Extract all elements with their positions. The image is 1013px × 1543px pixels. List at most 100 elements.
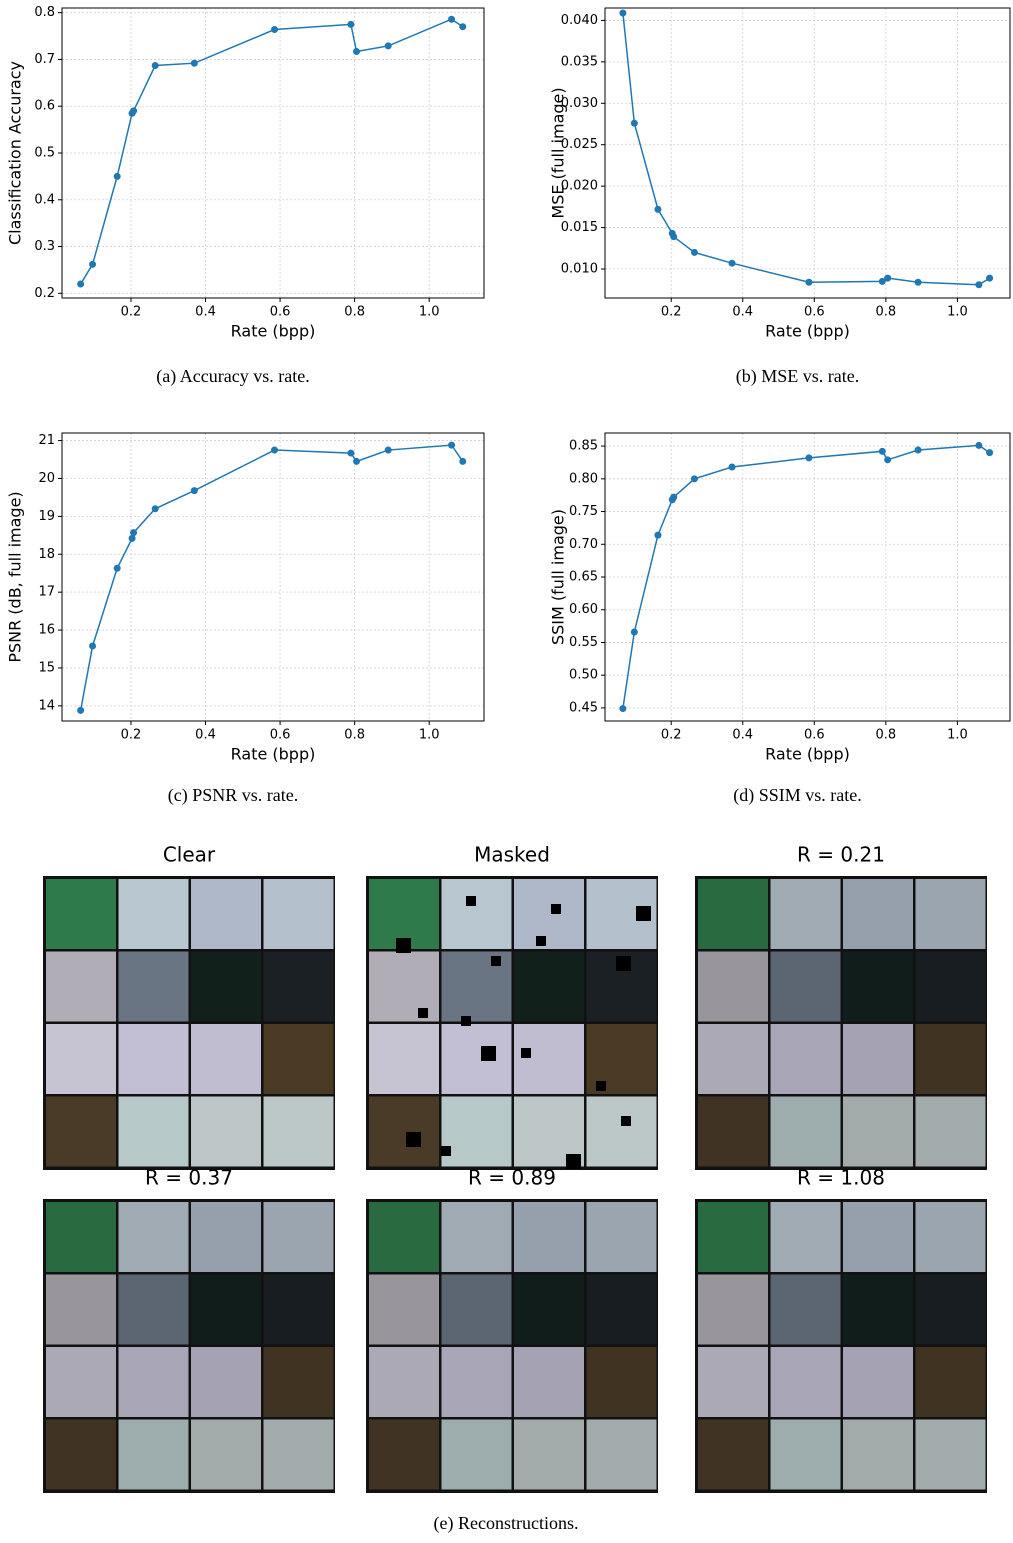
image-cell (586, 1347, 657, 1417)
x-tick-label: 0.2 (121, 305, 142, 320)
image-cell (698, 1419, 768, 1490)
caption: (c) PSNR vs. rate. (168, 785, 298, 806)
data-point (128, 534, 136, 542)
x-axis-label: Rate (bpp) (231, 745, 316, 764)
panel-title: R = 0.21 (797, 843, 885, 867)
image-cell (514, 879, 584, 949)
data-point (459, 23, 467, 31)
y-tick-label: 0.55 (569, 635, 598, 650)
data-point (384, 42, 392, 50)
image-cell (191, 1274, 261, 1345)
x-tick-label: 1.0 (419, 728, 440, 743)
x-tick-label: 0.4 (732, 305, 753, 320)
image-cell (698, 951, 768, 1022)
mask-square (536, 936, 546, 946)
image-cell (441, 1096, 512, 1167)
y-tick-label: 18 (38, 547, 55, 562)
image-cell (915, 1096, 986, 1167)
image-cell (118, 1347, 189, 1417)
data-point (619, 9, 627, 17)
image-cell (369, 1347, 439, 1417)
panel-title: Masked (474, 843, 550, 867)
mask-square (481, 1046, 496, 1061)
image-cell (118, 951, 189, 1022)
caption: (b) MSE vs. rate. (736, 366, 859, 387)
image-cell (369, 1024, 439, 1094)
image-cell (191, 1347, 261, 1417)
image-cell (118, 1096, 189, 1167)
data-point (448, 15, 456, 23)
axes-frame (61, 432, 485, 722)
y-axis-label: SSIM (full image) (549, 509, 568, 645)
y-tick-label: 0.3 (34, 239, 55, 254)
image-cell (843, 879, 913, 949)
image-cell (586, 1096, 657, 1167)
data-point (270, 446, 278, 454)
x-tick-label: 0.4 (195, 305, 216, 320)
image-cell (514, 1202, 584, 1272)
data-point (805, 454, 813, 462)
image-cell (118, 1419, 189, 1490)
y-tick-label: 0.70 (569, 537, 598, 552)
mask-square (521, 1048, 531, 1058)
x-tick-label: 1.0 (419, 305, 440, 320)
mask-square (636, 906, 651, 921)
data-point (89, 260, 97, 268)
data-point (77, 706, 85, 714)
image-cell (441, 1202, 512, 1272)
data-point (728, 463, 736, 471)
image-cell (118, 879, 189, 949)
image-cell (843, 1347, 913, 1417)
image-cell (441, 1024, 512, 1094)
y-tick-label: 0.7 (34, 52, 55, 67)
image-cell (191, 1202, 261, 1272)
panel-title: R = 0.37 (145, 1166, 233, 1190)
y-tick-label: 0.85 (569, 439, 598, 454)
data-point (130, 107, 138, 115)
y-tick-label: 20 (38, 471, 55, 486)
image-cell (118, 1274, 189, 1345)
data-point (805, 278, 813, 286)
mask-square (418, 1008, 428, 1018)
image-cell (191, 951, 261, 1022)
data-line (79, 18, 464, 285)
x-axis-label: Rate (bpp) (231, 322, 316, 341)
y-tick-label: 16 (38, 623, 55, 638)
data-point (670, 233, 678, 241)
x-tick-label: 1.0 (947, 728, 968, 743)
data-point (630, 119, 638, 127)
data-line (622, 12, 991, 286)
image-cell (118, 1202, 189, 1272)
image-cell (770, 1024, 841, 1094)
panel-title: Clear (163, 843, 216, 867)
image-cell (191, 1096, 261, 1167)
x-tick-label: 0.8 (876, 305, 897, 320)
mask-square (396, 938, 411, 953)
data-point (347, 449, 355, 457)
image-cell (770, 1096, 841, 1167)
image-cell (369, 879, 439, 949)
image-cell (46, 1024, 116, 1094)
data-point (878, 277, 886, 285)
image-cell (46, 1419, 116, 1490)
image-cell (263, 1347, 334, 1417)
image-cell (843, 1024, 913, 1094)
caption: (e) Reconstructions. (434, 1513, 579, 1534)
image-cell (514, 951, 584, 1022)
x-tick-label: 0.4 (195, 728, 216, 743)
data-point (270, 26, 278, 34)
data-point (914, 278, 922, 286)
image-cell (46, 1274, 116, 1345)
y-tick-label: 17 (38, 585, 55, 600)
data-point (151, 62, 159, 70)
mask-square (616, 956, 631, 971)
data-line (79, 444, 464, 711)
image-cell (46, 951, 116, 1022)
x-tick-label: 0.2 (661, 728, 682, 743)
y-axis-label: Classification Accuracy (6, 61, 25, 245)
x-tick-label: 0.6 (804, 728, 825, 743)
image-cell (263, 1024, 334, 1094)
x-tick-label: 0.6 (270, 305, 291, 320)
image-cell (698, 879, 768, 949)
